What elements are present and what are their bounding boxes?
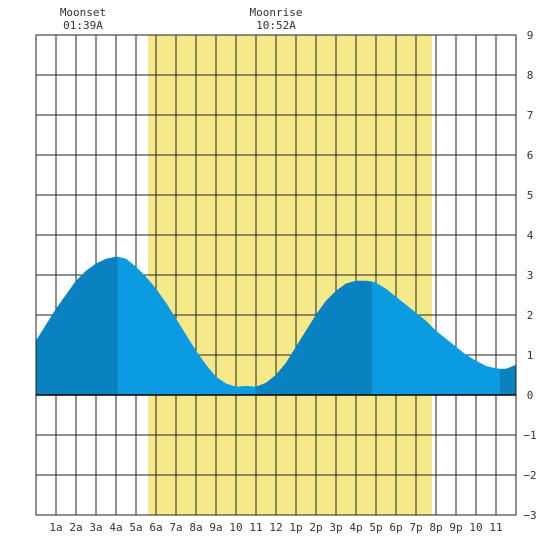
x-tick-label: 1a — [49, 521, 62, 534]
x-tick-label: 9p — [449, 521, 462, 534]
x-tick-label: 1p — [289, 521, 302, 534]
y-tick-label: 9 — [527, 29, 534, 42]
moon-event-time: 01:39A — [63, 19, 103, 32]
y-tick-label: 1 — [527, 349, 534, 362]
rising-tide-area — [255, 280, 373, 396]
x-tick-label: 11 — [489, 521, 502, 534]
x-tick-label: 7a — [169, 521, 182, 534]
x-tick-label: 10 — [469, 521, 482, 534]
plot-frame — [35, 34, 517, 516]
x-tick-label: 6a — [149, 521, 162, 534]
y-tick-label: 4 — [527, 229, 534, 242]
x-tick-label: 12 — [269, 521, 282, 534]
x-tick-label: 3a — [89, 521, 102, 534]
y-tick-label: 2 — [527, 309, 534, 322]
moon-event-time: 10:52A — [256, 19, 296, 32]
moon-event-name: Moonrise — [250, 6, 303, 19]
x-tick-label: 8a — [189, 521, 202, 534]
y-tick-label: 5 — [527, 189, 534, 202]
x-tick-label: 7p — [409, 521, 422, 534]
y-tick-label: 3 — [527, 269, 534, 282]
x-tick-label: 2p — [309, 521, 322, 534]
y-tick-label: 8 — [527, 69, 534, 82]
x-tick-label: 2a — [69, 521, 82, 534]
y-tick-label: −3 — [523, 509, 536, 522]
y-tick-label: 6 — [527, 149, 534, 162]
grid-layer — [35, 34, 517, 516]
y-tick-label: −1 — [523, 429, 536, 442]
rising-tide-area — [499, 364, 517, 396]
x-tick-label: 8p — [429, 521, 442, 534]
x-tick-label: 3p — [329, 521, 342, 534]
x-tick-label: 4p — [349, 521, 362, 534]
y-tick-label: 0 — [527, 389, 534, 402]
x-tick-label: 5a — [129, 521, 142, 534]
y-tick-label: −2 — [523, 469, 536, 482]
x-tick-label: 9a — [209, 521, 222, 534]
y-tick-label: 7 — [527, 109, 534, 122]
moon-event-name: Moonset — [60, 6, 106, 19]
x-tick-label: 11 — [249, 521, 262, 534]
tide-area-layer — [35, 256, 517, 396]
falling-tide-area — [371, 281, 501, 396]
axis-layer — [35, 34, 517, 516]
x-tick-label: 10 — [229, 521, 242, 534]
x-tick-label: 5p — [369, 521, 382, 534]
falling-tide-area — [117, 256, 257, 396]
x-tick-label: 6p — [389, 521, 402, 534]
x-tick-label: 4a — [109, 521, 122, 534]
